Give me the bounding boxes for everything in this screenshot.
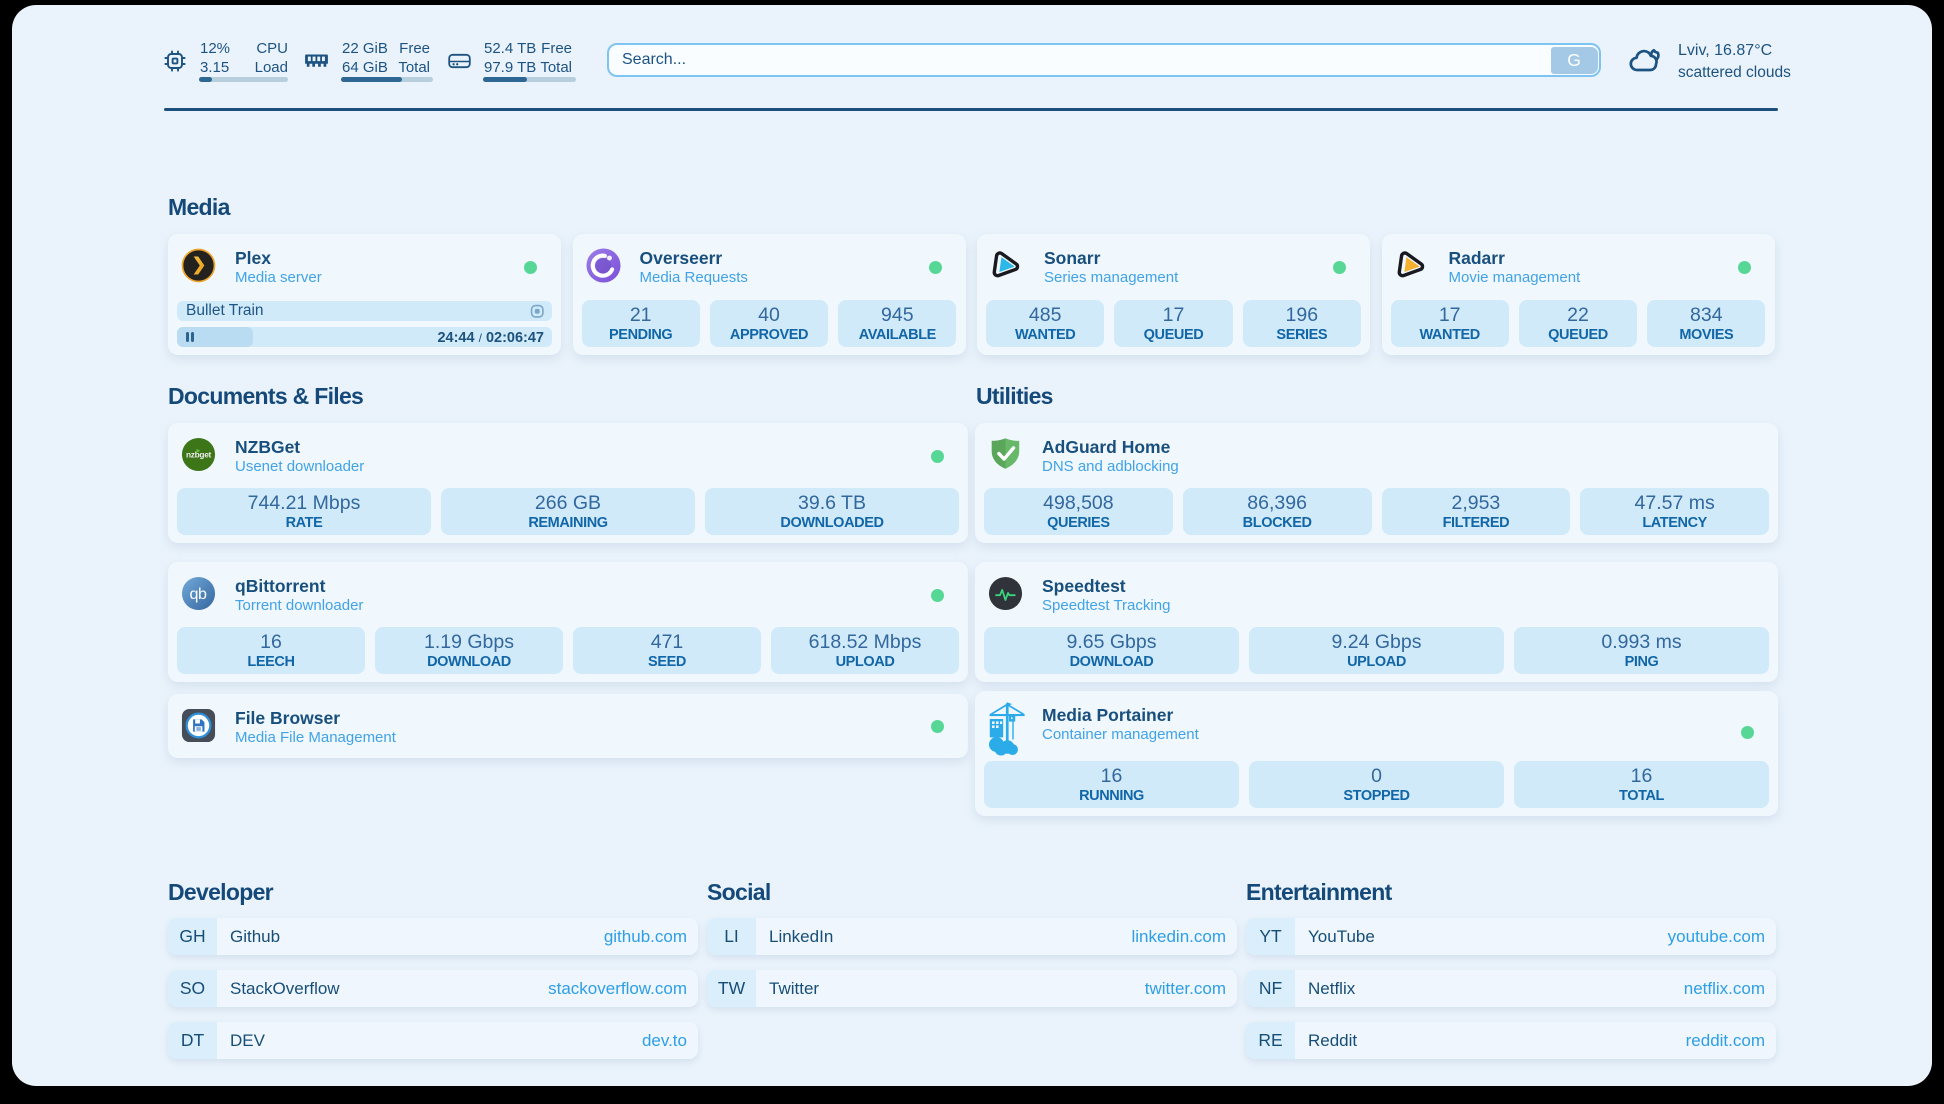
svg-text:nzbget: nzbget: [186, 449, 212, 459]
svg-text:qb: qb: [190, 585, 207, 603]
